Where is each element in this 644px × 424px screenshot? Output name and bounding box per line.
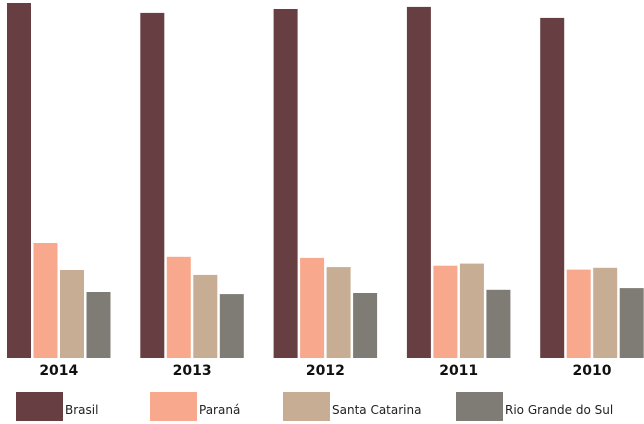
bar-parana-2014 [33, 243, 58, 358]
bars-layer [7, 3, 644, 359]
legend-label-santa-catarina: Santa Catarina [332, 403, 422, 417]
bar-santa-catarina-2012 [326, 267, 351, 358]
bar-santa-catarina-2010 [593, 267, 618, 358]
bar-rio-grande-do-sul-2014 [86, 292, 111, 358]
bar-parana-2010 [566, 269, 591, 358]
legend-swatch-santa-catarina [283, 392, 330, 421]
bar-chart: 2014 2013 2012 2011 2010 [7, 3, 644, 379]
legend-swatch-brasil [16, 392, 63, 421]
legend-item-brasil: Brasil [16, 392, 98, 421]
bar-brasil-2014 [7, 3, 31, 358]
bar-santa-catarina-2013 [193, 274, 218, 358]
bar-parana-2012 [300, 257, 325, 358]
x-tick-label-2012: 2012 [306, 363, 345, 379]
bar-rio-grande-do-sul-2012 [353, 293, 378, 358]
x-tick-label-2011: 2011 [439, 363, 478, 379]
x-tick-label-2013: 2013 [173, 363, 212, 379]
legend-label-brasil: Brasil [65, 403, 99, 417]
bar-santa-catarina-2014 [60, 270, 84, 358]
legend-item-santa-catarina: Santa Catarina [283, 392, 421, 421]
bar-santa-catarina-2011 [459, 263, 484, 358]
bar-brasil-2013 [140, 12, 165, 359]
x-tick-label-2010: 2010 [573, 363, 612, 379]
bar-rio-grande-do-sul-2010 [619, 288, 644, 358]
bar-brasil-2011 [406, 6, 431, 359]
legend-item-parana: Paraná [150, 392, 240, 421]
legend-label-parana: Paraná [199, 403, 241, 417]
bar-parana-2011 [433, 265, 458, 358]
legend: Brasil Paraná Santa Catarina Rio Grande … [0, 392, 644, 424]
x-tick-label-2014: 2014 [39, 363, 78, 379]
bar-rio-grande-do-sul-2011 [486, 289, 511, 358]
legend-swatch-parana [150, 392, 197, 421]
legend-item-rio-grande-do-sul: Rio Grande do Sul [456, 392, 613, 421]
legend-swatch-rio-grande-do-sul [456, 392, 503, 421]
bar-brasil-2012 [273, 9, 298, 358]
bar-brasil-2010 [540, 17, 565, 359]
x-tick-labels: 2014 2013 2012 2011 2010 [39, 363, 611, 379]
bar-rio-grande-do-sul-2013 [219, 294, 244, 358]
legend-label-rio-grande-do-sul: Rio Grande do Sul [505, 403, 614, 417]
bar-parana-2013 [166, 256, 191, 358]
